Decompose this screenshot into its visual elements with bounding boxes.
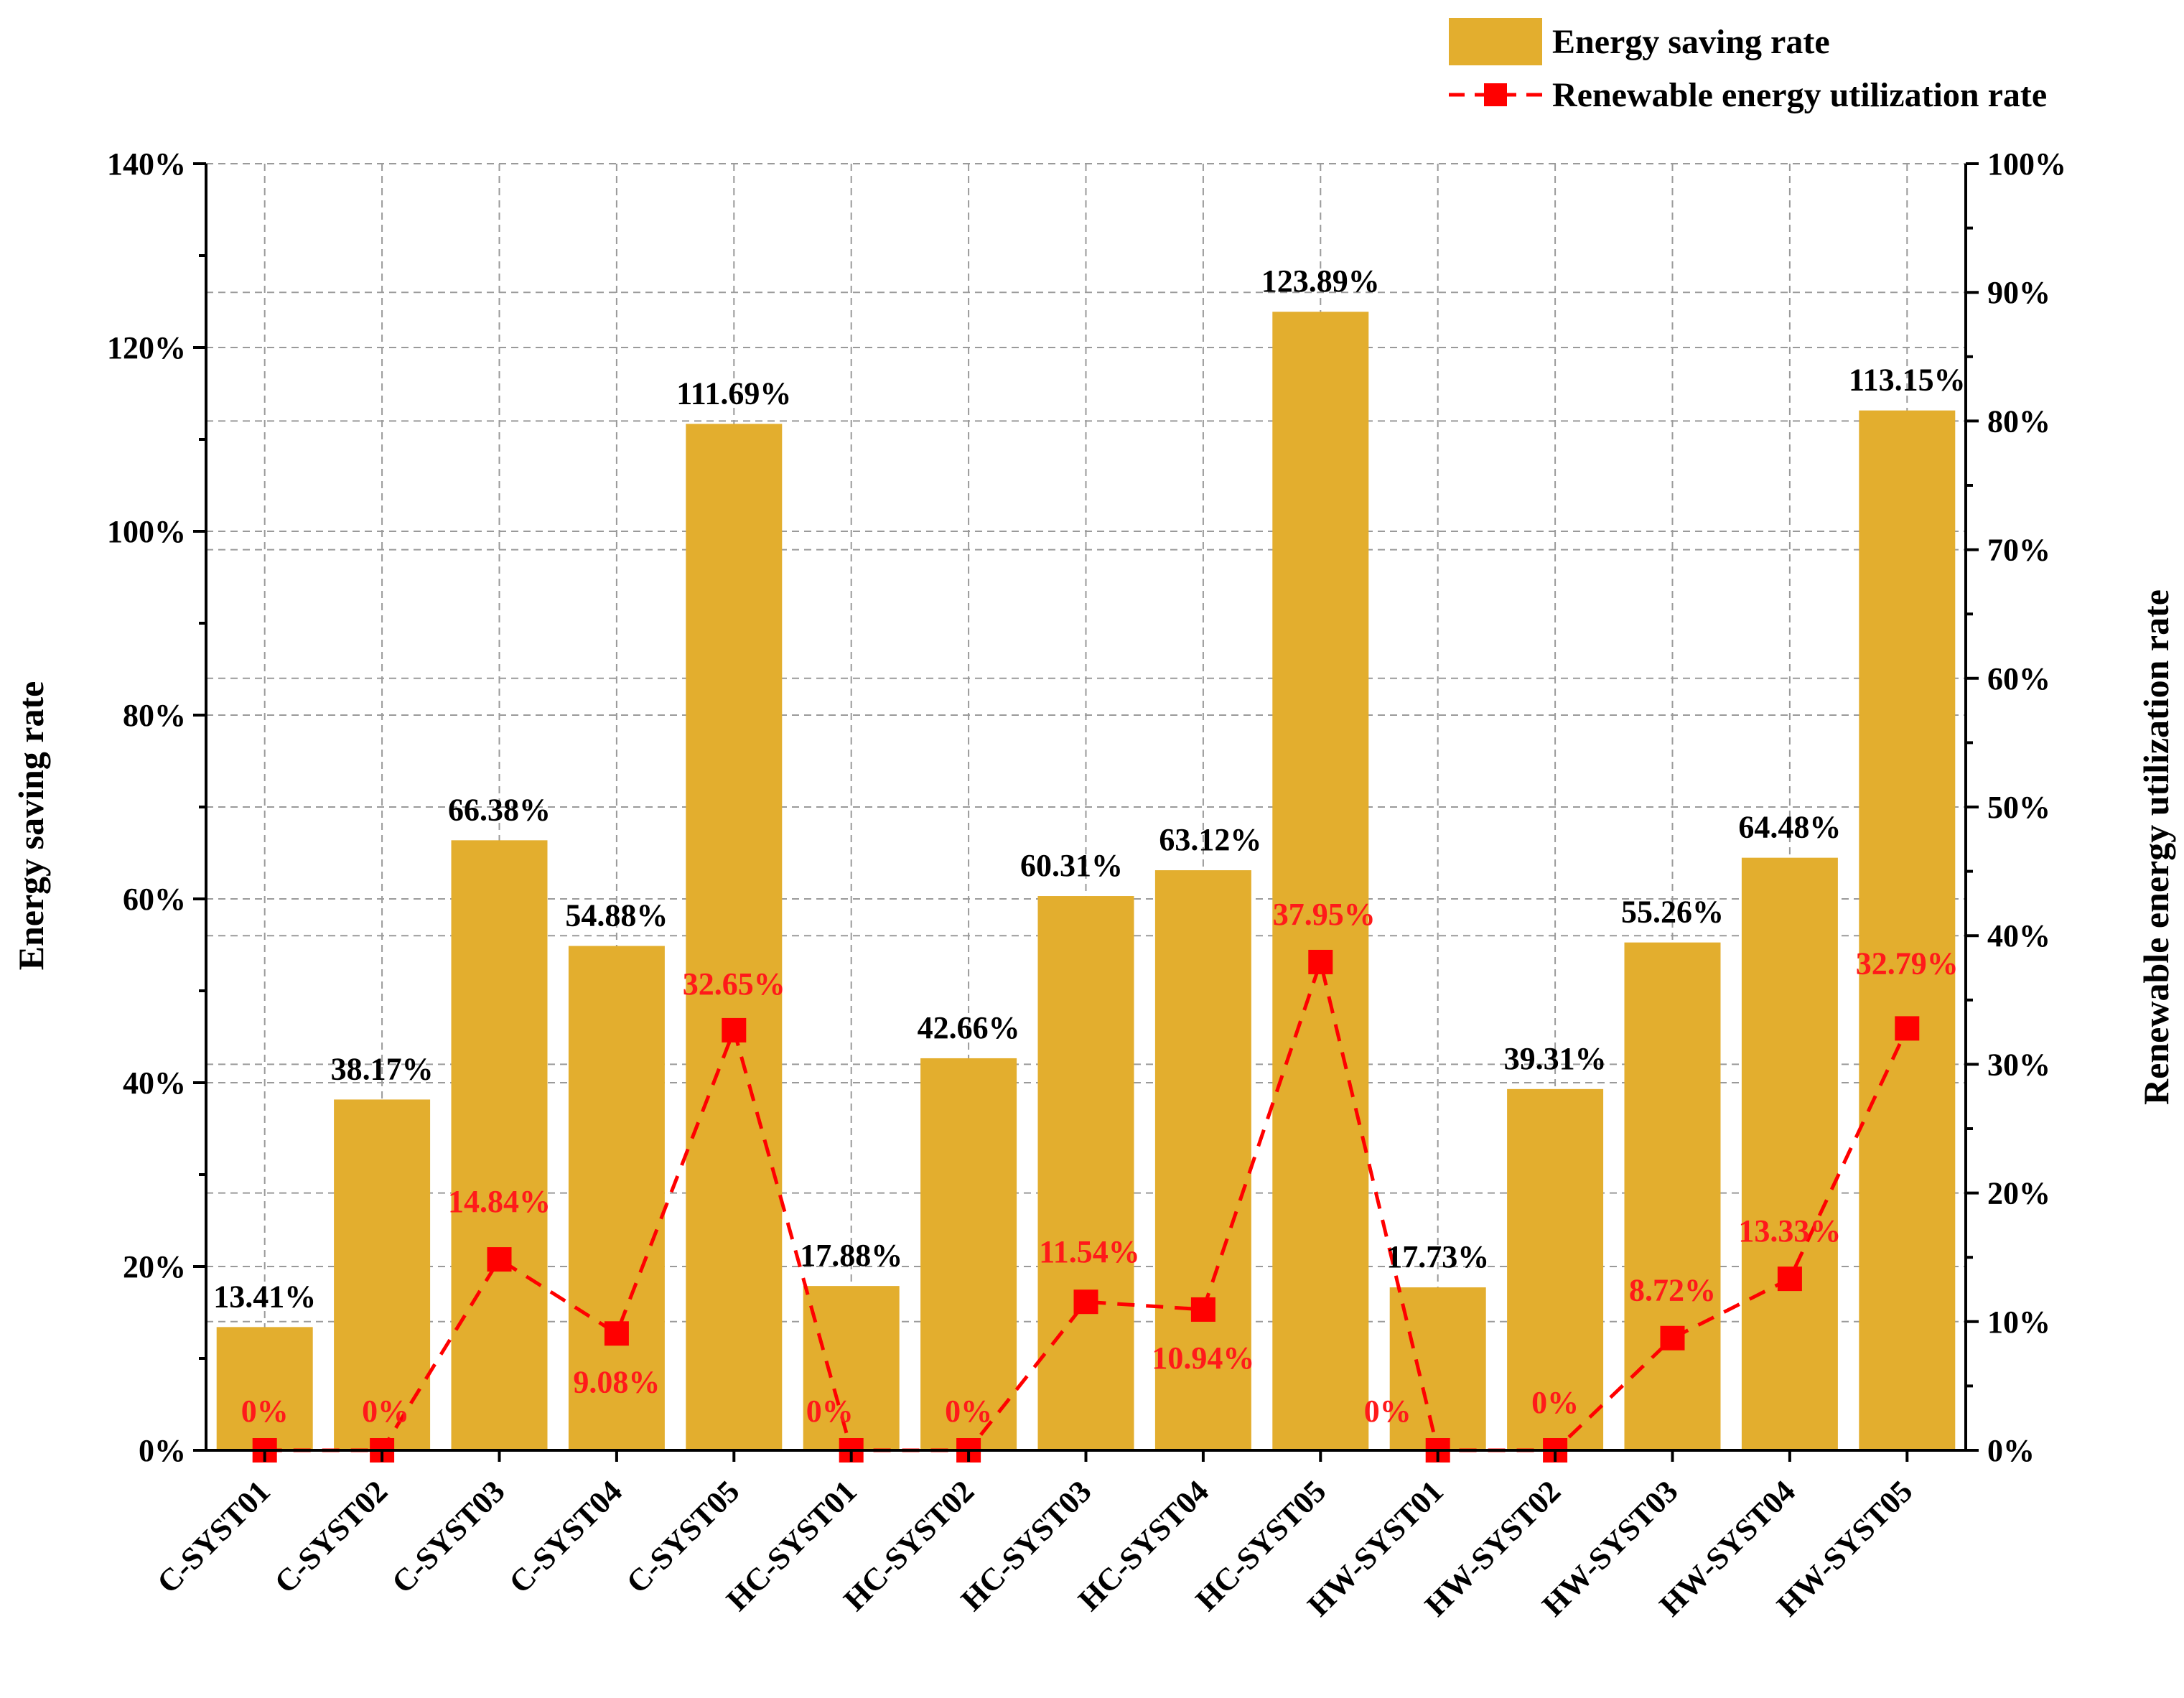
bar-series [216,312,1956,1451]
legend-swatch-marker [1484,83,1507,106]
legend: Energy saving rate Renewable energy util… [1449,18,2047,114]
legend-swatch-bar [1449,18,1542,65]
line-value-label: 13.33% [1738,1213,1841,1249]
line-value-label: 37.95% [1273,897,1376,932]
bar [803,1286,900,1450]
line-value-label: 0% [945,1394,992,1429]
bar [334,1099,431,1450]
tick-label-right: 40% [1987,918,2050,953]
category-label: C-SYST02 [268,1473,394,1600]
bar-value-label: 17.88% [800,1238,902,1273]
tick-label-left: 60% [123,882,186,917]
bar [1624,942,1721,1450]
line-value-label: 0% [241,1394,289,1429]
bar-value-label: 38.17% [331,1051,434,1086]
line-path [264,955,1909,1452]
tick-label-left: 0% [139,1433,186,1468]
y-axis-title-right: Renewable energy utilization rate [2136,589,2176,1105]
bar [1741,857,1838,1450]
category-label: C-SYST03 [385,1473,511,1600]
data-labels: 13.41% 38.17% 66.38% 54.88% 111.69% 17.88% 42.… [213,263,1965,1429]
line-point [722,1017,747,1042]
tick-label-left: 100% [107,514,186,549]
line-point [487,1247,512,1272]
legend-label-line: Renewable energy utilization rate [1552,76,2047,114]
line-value-label: 0% [1364,1394,1411,1429]
line-point [1190,1297,1215,1322]
line-point [1660,1325,1685,1351]
tick-label-right: 0% [1987,1433,2035,1468]
tick-label-left: 120% [107,330,186,365]
line-point [1895,1016,1920,1041]
line-point [1777,1266,1802,1292]
bar-value-label: 111.69% [676,375,791,411]
tick-label-right: 10% [1987,1305,2050,1340]
bar-value-label: 54.88% [565,898,668,933]
bar [451,840,548,1450]
tick-label-right: 100% [1987,146,2066,182]
bar-value-label: 113.15% [1849,363,1966,398]
bar-value-label: 42.66% [918,1010,1020,1045]
bar-value-label: 39.31% [1504,1041,1607,1076]
legend-label-bar: Energy saving rate [1552,23,1830,61]
bar [568,946,665,1450]
tick-label-right: 70% [1987,533,2050,568]
line-value-label: 14.84% [448,1184,551,1219]
tick-label-left: 80% [123,698,186,733]
line-point [1073,1289,1098,1315]
bar [1272,312,1369,1450]
bar-value-label: 66.38% [448,792,551,827]
tick-label-right: 80% [1987,403,2050,439]
tick-label-right: 50% [1987,790,2050,825]
line-value-label: 32.79% [1856,946,1959,981]
bar [920,1058,1017,1450]
bar-value-label: 123.89% [1261,263,1380,299]
category-label: C-SYST01 [150,1473,276,1600]
y-axis-title-left: Energy saving rate [11,681,51,971]
tick-label-right: 90% [1987,275,2050,310]
line-value-label: 0% [806,1394,854,1429]
bar-value-label: 60.31% [1020,848,1123,883]
category-label: C-SYST04 [503,1473,629,1600]
tick-label-right: 20% [1987,1176,2050,1211]
bar [1037,896,1134,1450]
bar-value-label: 13.41% [213,1279,316,1314]
tick-label-left: 140% [107,146,186,182]
bar-value-label: 17.73% [1386,1239,1489,1274]
line-value-label: 32.65% [683,966,785,1002]
bar-value-label: 55.26% [1621,895,1724,930]
bar-value-label: 63.12% [1159,822,1261,857]
line-value-label: 0% [362,1394,409,1429]
line-point [604,1321,629,1346]
tick-label-left: 20% [123,1249,186,1284]
tick-label-right: 60% [1987,661,2050,696]
bar [686,424,783,1451]
line-value-label: 10.94% [1152,1340,1254,1376]
line-value-label: 8.72% [1629,1273,1716,1308]
line-value-label: 9.08% [573,1364,660,1399]
bar [1859,410,1956,1451]
category-label: C-SYST05 [620,1473,746,1600]
bar [1154,870,1251,1450]
bar [1507,1088,1604,1450]
line-point [1308,949,1333,974]
tick-label-right: 30% [1987,1047,2050,1082]
bar-value-label: 64.48% [1738,810,1841,845]
tick-label-left: 40% [123,1065,186,1101]
line-value-label: 0% [1531,1385,1579,1420]
line-value-label: 11.54% [1039,1234,1140,1269]
bar [216,1327,313,1450]
